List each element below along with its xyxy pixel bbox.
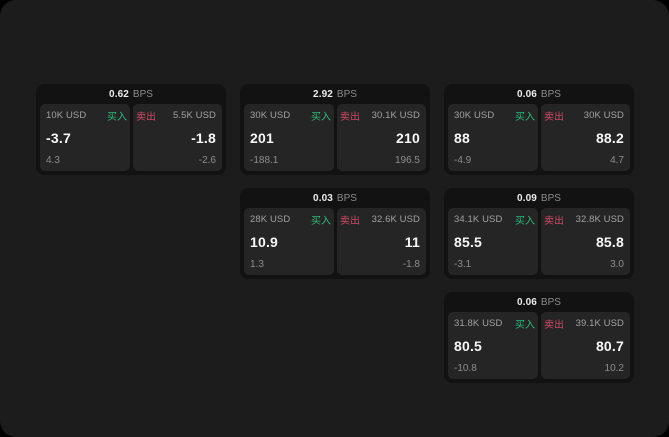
buy-label [107, 111, 127, 121]
buy-label [515, 111, 535, 121]
quote-card: 0.62 BPS 10K USD -3.7 4.3 5.5K USD [36, 84, 226, 175]
buy-label [311, 215, 331, 225]
sell-quote-button[interactable]: 30K USD 88.2 4.7 [540, 104, 630, 171]
sell-size: 32.6K USD [371, 214, 420, 225]
sell-label [340, 215, 360, 225]
spread-value: 0.62 [109, 88, 129, 100]
buy-quote-button[interactable]: 10K USD -3.7 4.3 [40, 104, 130, 171]
buy-quote-button[interactable]: 30K USD 201 -188.1 [244, 104, 334, 171]
buy-size: 10K USD [46, 110, 87, 121]
buy-price: 88 [454, 130, 470, 146]
buy-size: 28K USD [250, 214, 291, 225]
sell-sub-value: 3.0 [610, 259, 624, 270]
spread-header: 0.06 BPS [444, 84, 634, 104]
buy-sub-value: -3.1 [454, 259, 472, 270]
sell-price: 88.2 [595, 130, 624, 146]
sell-quote-button[interactable]: 32.6K USD 11 -1.8 [336, 208, 426, 275]
sell-quote-button[interactable]: 30.1K USD 210 196.5 [336, 104, 426, 171]
buy-sub-value: -10.8 [454, 363, 477, 374]
buy-size: 31.8K USD [454, 318, 503, 329]
spread-unit: BPS [540, 296, 561, 308]
buy-quote-button[interactable]: 30K USD 88 -4.9 [448, 104, 538, 171]
buy-price: 85.5 [454, 234, 483, 250]
sell-price: 11 [404, 234, 420, 250]
quote-card: 0.03 BPS 28K USD 10.9 1.3 32.6K USD [240, 188, 430, 279]
quote-grid: 0.62 BPS 10K USD -3.7 4.3 5.5K USD [36, 84, 634, 383]
buy-price: -3.7 [46, 130, 71, 146]
sell-price: 210 [396, 130, 420, 146]
spread-unit: BPS [132, 88, 153, 100]
buy-size: 30K USD [250, 110, 291, 121]
sell-label [136, 111, 156, 121]
sell-quote-button[interactable]: 32.8K USD 85.8 3.0 [540, 208, 630, 275]
spread-unit: BPS [336, 192, 357, 204]
buy-size: 34.1K USD [454, 214, 503, 225]
buy-quote-button[interactable]: 34.1K USD 85.5 -3.1 [448, 208, 538, 275]
sell-sub-value: -2.6 [198, 155, 216, 166]
quote-card: 0.06 BPS 30K USD 88 -4.9 30K USD [444, 84, 634, 175]
sell-size: 30K USD [583, 110, 624, 121]
buy-price: 10.9 [250, 234, 279, 250]
sell-label [340, 111, 360, 121]
spread-unit: BPS [540, 192, 561, 204]
sell-size: 32.8K USD [575, 214, 624, 225]
spread-header: 2.92 BPS [240, 84, 430, 104]
buy-sub-value: -188.1 [250, 155, 279, 166]
spread-value: 0.06 [517, 296, 537, 308]
spread-value: 0.06 [517, 88, 537, 100]
buy-size: 30K USD [454, 110, 495, 121]
sell-size: 5.5K USD [172, 110, 216, 121]
spread-value: 0.09 [517, 192, 537, 204]
spread-unit: BPS [540, 88, 561, 100]
sell-label [544, 215, 564, 225]
spread-value: 2.92 [313, 88, 333, 100]
sell-sub-value: -1.8 [402, 259, 420, 270]
spread-header: 0.62 BPS [36, 84, 226, 104]
sell-quote-button[interactable]: 5.5K USD -1.8 -2.6 [132, 104, 222, 171]
sell-label [544, 319, 564, 329]
sell-quote-button[interactable]: 39.1K USD 80.7 10.2 [540, 312, 630, 379]
quote-card: 0.06 BPS 31.8K USD 80.5 -10.8 39.1K USD [444, 292, 634, 383]
buy-label [311, 111, 331, 121]
sell-sub-value: 4.7 [610, 155, 624, 166]
buy-sub-value: -4.9 [454, 155, 472, 166]
buy-sub-value: 1.3 [250, 259, 264, 270]
sell-size: 39.1K USD [575, 318, 624, 329]
buy-price: 80.5 [454, 338, 483, 354]
spread-header: 0.06 BPS [444, 292, 634, 312]
sell-price: 80.7 [595, 338, 624, 354]
spread-header: 0.09 BPS [444, 188, 634, 208]
buy-label [515, 319, 535, 329]
spread-header: 0.03 BPS [240, 188, 430, 208]
sell-sub-value: 10.2 [604, 363, 624, 374]
quote-card: 2.92 BPS 30K USD 201 -188.1 30.1K USD [240, 84, 430, 175]
quote-card: 0.09 BPS 34.1K USD 85.5 -3.1 32.8K USD [444, 188, 634, 279]
sell-sub-value: 196.5 [394, 155, 420, 166]
sell-price: -1.8 [191, 130, 216, 146]
buy-label [515, 215, 535, 225]
buy-sub-value: 4.3 [46, 155, 60, 166]
spread-value: 0.03 [313, 192, 333, 204]
sell-size: 30.1K USD [371, 110, 420, 121]
buy-quote-button[interactable]: 31.8K USD 80.5 -10.8 [448, 312, 538, 379]
spread-unit: BPS [336, 88, 357, 100]
buy-price: 201 [250, 130, 274, 146]
buy-quote-button[interactable]: 28K USD 10.9 1.3 [244, 208, 334, 275]
sell-price: 85.8 [595, 234, 624, 250]
sell-label [544, 111, 564, 121]
